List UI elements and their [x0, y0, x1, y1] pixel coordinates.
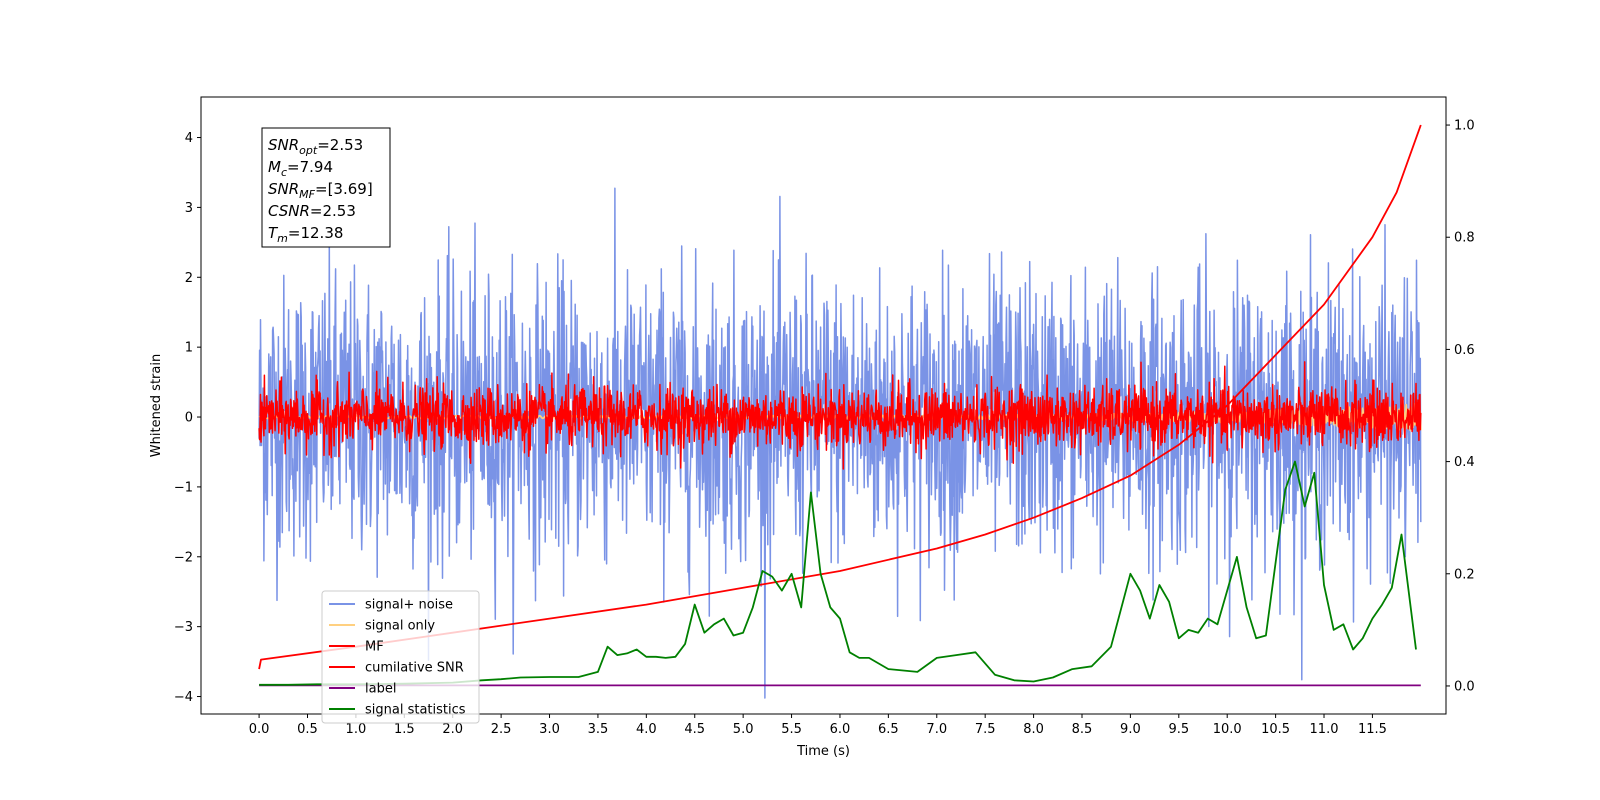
legend-label: label: [365, 682, 396, 697]
x-tick-label: 7.5: [975, 722, 996, 737]
y-axis-label: Whitened strain: [149, 354, 164, 457]
legend: signal+ noise signal only MF cumilative SNR…: [321, 590, 480, 724]
y-tick-label: −2: [174, 550, 193, 565]
legend-label: signal+ noise: [365, 598, 453, 613]
legend-label: signal only: [365, 619, 435, 634]
x-tick-label: 11.5: [1358, 722, 1387, 737]
y2-tick-label: 0.8: [1454, 231, 1475, 246]
y-tick-label: 4: [185, 131, 193, 146]
x-tick-label: 6.5: [878, 722, 899, 737]
x-tick-label: 5.0: [733, 722, 754, 737]
annotation-frame: [261, 127, 391, 248]
axes-layer: 0.0 0.5 1.0 1.5 2.0 2.5 3.0 3.5 4.0 4.5 5.0 5.5 6.0 6…: [174, 119, 1475, 737]
x-axis-label: Time (s): [796, 744, 850, 759]
x-tick-label: 0.5: [297, 722, 318, 737]
x-tick-label: 1.0: [346, 722, 367, 737]
annotation-line: Tm=12.38: [268, 224, 343, 245]
y-tick-label: 0: [185, 411, 193, 426]
x-tick-label: 0.0: [249, 722, 270, 737]
x-tick-label: 9.5: [1168, 722, 1189, 737]
y-tick-label: −4: [174, 690, 193, 705]
legend-label: signal statistics: [365, 703, 466, 718]
annotation-line: CSNR=2.53: [268, 202, 356, 220]
legend-frame: [321, 590, 480, 724]
x-tick-label: 8.0: [1023, 722, 1044, 737]
y-tick-label: 1: [185, 341, 193, 356]
x-tick-label: 2.0: [442, 722, 463, 737]
y-tick-label: −3: [174, 620, 193, 635]
x-tick-label: 2.5: [491, 722, 512, 737]
x-tick-label: 5.5: [781, 722, 802, 737]
x-tick-label: 3.0: [539, 722, 560, 737]
y2-tick-label: 0.0: [1454, 679, 1475, 694]
legend-label: cumilative SNR: [365, 661, 464, 676]
y2-tick-label: 0.6: [1454, 343, 1475, 358]
x-tick-label: 6.0: [830, 722, 851, 737]
y2-tick-label: 1.0: [1454, 119, 1475, 134]
x-tick-label: 3.5: [588, 722, 609, 737]
x-tick-label: 8.5: [1072, 722, 1093, 737]
x-tick-label: 11.0: [1310, 722, 1339, 737]
x-tick-label: 4.5: [684, 722, 705, 737]
series-signal-statistics: [259, 460, 1417, 686]
y-tick-label: 3: [185, 201, 193, 216]
x-tick-label: 10.0: [1213, 722, 1242, 737]
plot-frame: [200, 96, 1447, 715]
legend-label: MF: [365, 640, 384, 655]
y2-tick-label: 0.2: [1454, 567, 1475, 582]
annotation-line: SNRMF=[3.69]: [268, 180, 373, 201]
x-tick-label: 7.0: [926, 722, 947, 737]
x-tick-label: 4.0: [636, 722, 657, 737]
y-tick-label: −1: [174, 480, 193, 495]
annotation-line: Mc=7.94: [268, 158, 333, 179]
series-mf: [258, 361, 1422, 470]
x-tick-label: 9.0: [1120, 722, 1141, 737]
annotation-line: SNRopt=2.53: [268, 136, 363, 157]
x-tick-label: 1.5: [394, 722, 415, 737]
y2-tick-label: 0.4: [1454, 455, 1475, 470]
y-tick-label: 2: [185, 271, 193, 286]
x-tick-label: 10.5: [1261, 722, 1290, 737]
